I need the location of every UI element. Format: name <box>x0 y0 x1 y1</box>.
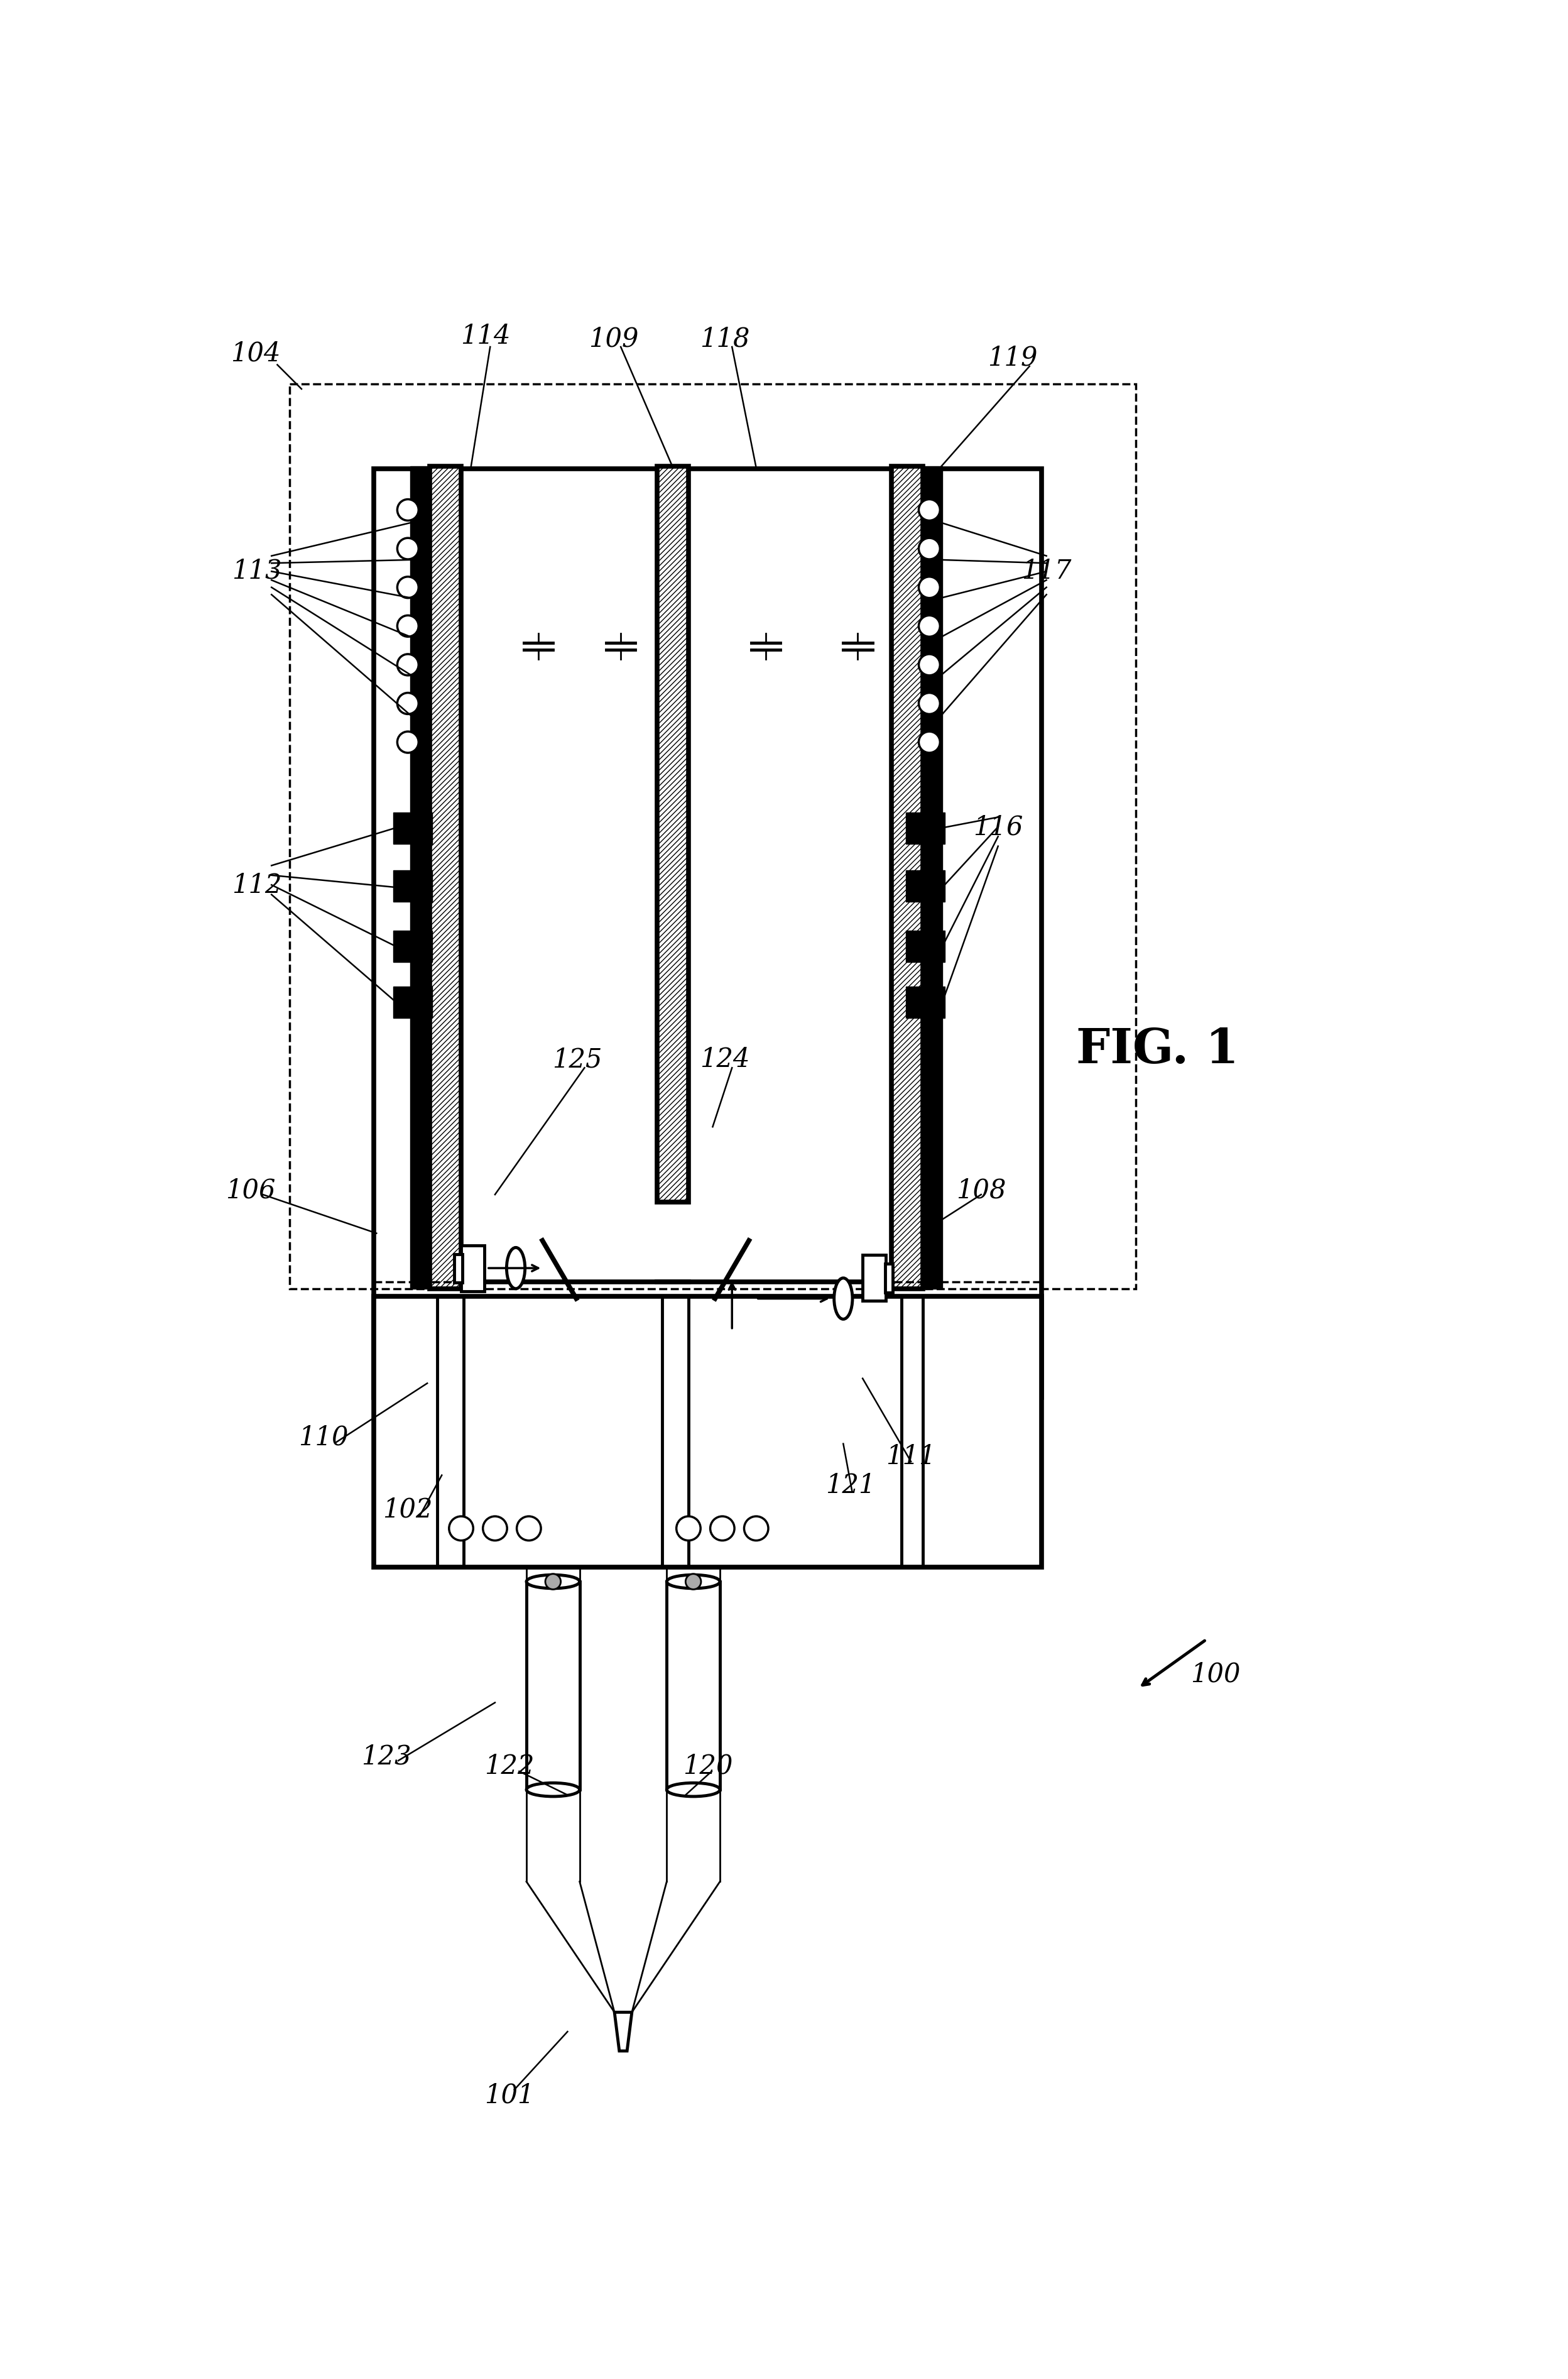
Circle shape <box>919 733 939 754</box>
Circle shape <box>676 1515 701 1542</box>
Ellipse shape <box>834 1278 853 1320</box>
Text: 119: 119 <box>988 345 1038 371</box>
Circle shape <box>397 654 419 676</box>
Circle shape <box>919 692 939 714</box>
Bar <box>666 1582 720 1789</box>
Bar <box>657 466 688 1201</box>
Bar <box>906 871 946 902</box>
Text: FIG. 1: FIG. 1 <box>1076 1025 1239 1073</box>
Text: 122: 122 <box>485 1753 535 1779</box>
Ellipse shape <box>666 1575 720 1589</box>
Bar <box>394 871 433 902</box>
Text: 110: 110 <box>298 1423 348 1449</box>
Text: 123: 123 <box>361 1744 411 1770</box>
Circle shape <box>397 733 419 754</box>
Circle shape <box>397 538 419 559</box>
Bar <box>884 1263 892 1292</box>
Bar <box>375 469 1041 1399</box>
Text: 100: 100 <box>1190 1661 1240 1687</box>
Bar <box>394 987 433 1018</box>
Circle shape <box>919 500 939 521</box>
Circle shape <box>919 538 939 559</box>
Bar <box>430 466 461 1289</box>
Polygon shape <box>615 2013 632 2051</box>
Circle shape <box>710 1515 734 1542</box>
Text: 111: 111 <box>886 1444 936 1470</box>
Text: 109: 109 <box>588 326 638 352</box>
Bar <box>394 930 433 963</box>
Text: 113: 113 <box>232 557 282 585</box>
Circle shape <box>483 1515 506 1542</box>
Text: 118: 118 <box>699 326 750 352</box>
Bar <box>862 1256 886 1301</box>
Bar <box>461 1247 485 1292</box>
Circle shape <box>685 1575 701 1589</box>
Bar <box>906 930 946 963</box>
Ellipse shape <box>527 1784 580 1796</box>
Text: 124: 124 <box>699 1047 750 1073</box>
Text: 101: 101 <box>485 2082 535 2108</box>
Ellipse shape <box>506 1249 525 1289</box>
Bar <box>906 814 946 845</box>
Bar <box>411 466 431 1289</box>
Circle shape <box>919 616 939 638</box>
Text: 125: 125 <box>552 1047 602 1073</box>
Text: 117: 117 <box>1021 557 1071 585</box>
Text: 120: 120 <box>682 1753 732 1779</box>
Text: 116: 116 <box>974 814 1022 840</box>
Circle shape <box>546 1575 561 1589</box>
Text: 102: 102 <box>383 1496 433 1523</box>
Text: 104: 104 <box>230 340 281 366</box>
Circle shape <box>397 616 419 638</box>
Circle shape <box>448 1515 474 1542</box>
Bar <box>394 814 433 845</box>
Circle shape <box>919 654 939 676</box>
Bar <box>455 1254 463 1282</box>
Bar <box>906 987 946 1018</box>
Bar <box>290 385 1135 1289</box>
Text: 106: 106 <box>226 1178 276 1204</box>
Circle shape <box>397 578 419 600</box>
Bar <box>375 1297 1041 1568</box>
Text: 112: 112 <box>232 873 282 899</box>
Text: 108: 108 <box>956 1178 1007 1204</box>
Ellipse shape <box>527 1575 580 1589</box>
Circle shape <box>397 500 419 521</box>
Circle shape <box>919 578 939 600</box>
Circle shape <box>397 692 419 714</box>
Text: 114: 114 <box>461 324 510 350</box>
Circle shape <box>745 1515 768 1542</box>
Bar <box>527 1582 580 1789</box>
Text: 121: 121 <box>825 1473 875 1499</box>
Bar <box>922 466 942 1289</box>
Ellipse shape <box>666 1784 720 1796</box>
Circle shape <box>517 1515 541 1542</box>
Bar <box>892 466 924 1289</box>
